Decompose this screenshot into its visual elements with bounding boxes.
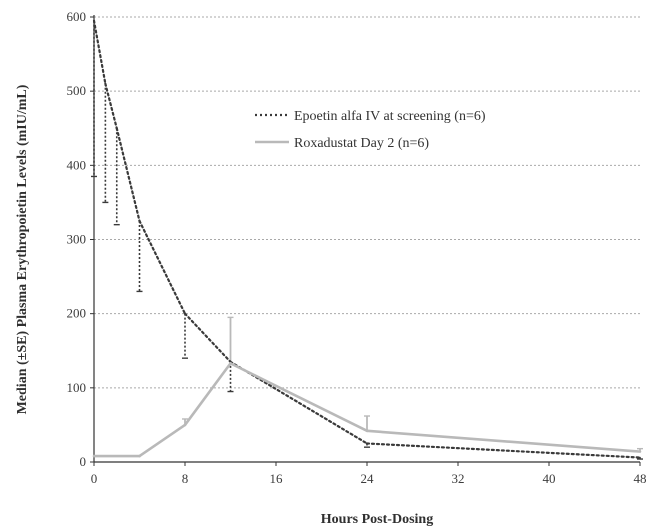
x-tick-label-32: 32 (452, 471, 465, 486)
legend: Epoetin alfa IV at screening (n=6) Roxad… (255, 109, 486, 151)
series-0-segment-3 (138, 219, 187, 315)
series-1-segment-1 (138, 423, 187, 458)
series-1-point-2 (184, 424, 186, 426)
series-0-point-4 (184, 312, 186, 315)
x-tick-label-48: 48 (634, 471, 647, 486)
y-ticks: 0 100 200 300 400 500 600 (67, 9, 94, 469)
x-ticks: 0 8 16 24 32 40 48 (91, 462, 647, 486)
x-axis-title: Hours Post-Dosing (321, 512, 433, 527)
x-tick-label-40: 40 (543, 471, 556, 486)
series-1-point-0 (93, 455, 95, 457)
y-tick-label-100: 100 (67, 380, 87, 395)
series-lines (92, 19, 642, 459)
x-tick-label-24: 24 (361, 471, 375, 486)
y-tick-label-500: 500 (67, 83, 87, 98)
series-0-point-0 (93, 19, 95, 22)
series-0-point-3 (138, 220, 141, 222)
x-tick-label-16: 16 (270, 471, 284, 486)
series-1-point-5 (639, 450, 641, 453)
series-1-segment-4 (365, 429, 642, 453)
series-0-segment-4 (183, 312, 232, 363)
y-tick-label-200: 200 (67, 306, 87, 321)
error-bars (91, 20, 643, 460)
series-1-segment-2 (183, 362, 232, 427)
series-0-point-2 (115, 127, 118, 130)
series-0-point-6 (366, 442, 368, 445)
y-tick-label-300: 300 (67, 232, 87, 247)
y-tick-label-0: 0 (80, 454, 87, 469)
x-tick-label-0: 0 (91, 471, 98, 486)
series-1-point-4 (366, 430, 368, 432)
legend-label-epoetin: Epoetin alfa IV at screening (n=6) (294, 109, 486, 124)
gridlines (94, 16, 640, 389)
y-axis-title: Median (±SE) Plasma Erythropoietin Level… (15, 84, 30, 414)
series-1-point-1 (138, 455, 141, 457)
legend-label-roxadustat: Roxadustat Day 2 (n=6) (294, 136, 429, 151)
y-tick-label-600: 600 (67, 9, 87, 24)
y-tick-label-400: 400 (67, 157, 87, 172)
series-1-point-3 (229, 362, 232, 365)
series-0-segment-2 (115, 127, 141, 223)
series-0-segment-6 (365, 442, 642, 459)
series-0-point-7 (639, 456, 641, 459)
series-0-segment-1 (104, 82, 118, 130)
series-0-segment-0 (92, 19, 107, 85)
x-tick-label-8: 8 (182, 471, 189, 486)
series-1-segment-3 (229, 362, 369, 433)
axes (93, 15, 640, 463)
series-0-point-1 (104, 82, 107, 85)
